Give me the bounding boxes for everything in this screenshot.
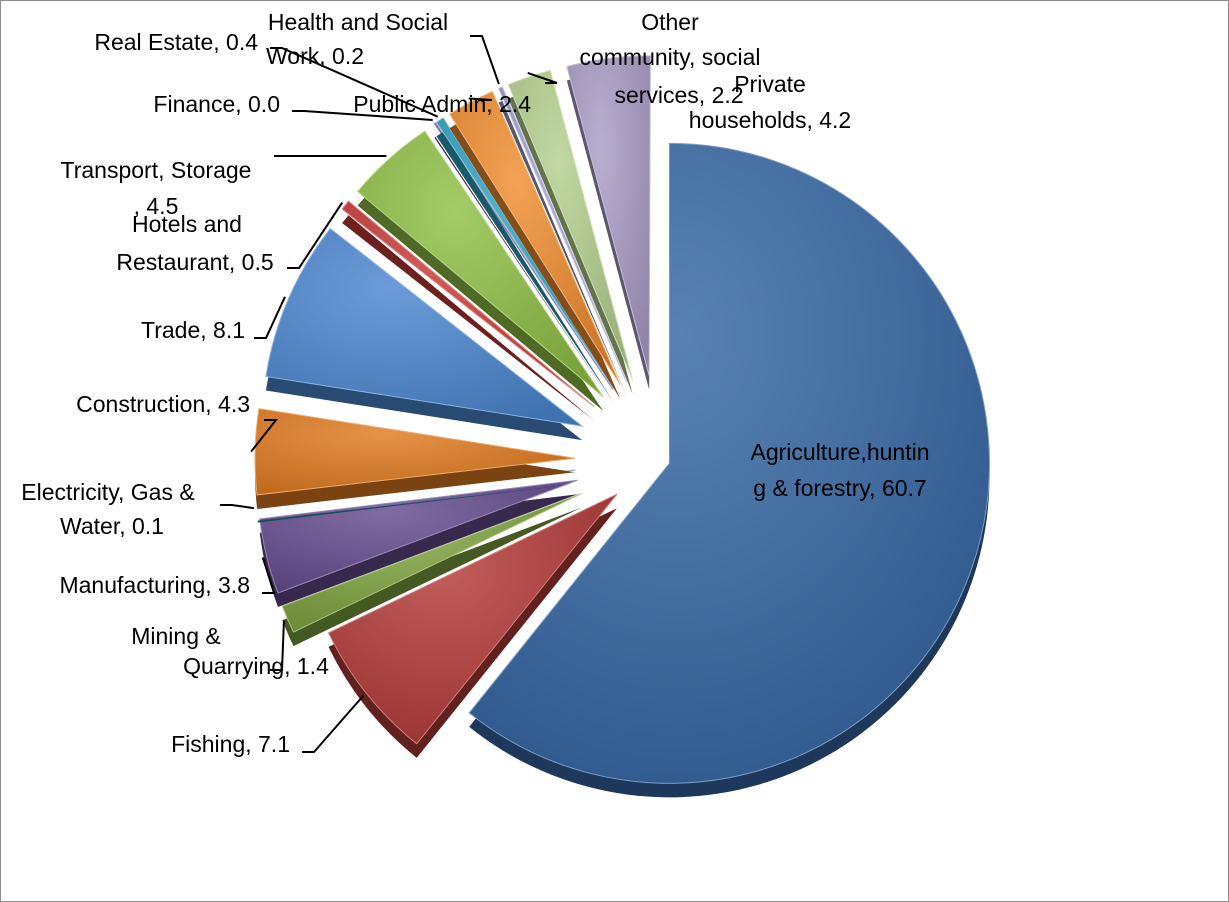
pie-slice [259,479,578,594]
leader-line [250,419,279,453]
pie-slice [435,117,615,389]
pie-slice [265,227,584,427]
pie-slice [468,142,990,784]
slice-label: Real Estate, 0.4 [94,29,258,55]
leader-line [254,296,286,339]
slice-label: g & forestry, 60.7 [753,475,926,501]
leader-line [261,557,276,594]
pie-slice [281,492,583,633]
slice-label: Hotels and [132,211,242,237]
leader-line [270,47,439,118]
slice-label: Health and Social [268,9,448,35]
slice-label: Manufacturing, 3.8 [59,572,250,598]
pie-slice [254,408,576,496]
slice-label: households, 4.2 [689,107,851,133]
pie-slice [566,55,651,376]
slice-label: Finance, 0.0 [153,91,280,117]
slice-label: Water, 0.1 [60,513,164,539]
slice-label: Construction, 4.3 [76,391,250,417]
slice-label: community, social [579,44,760,70]
slice-labels: Agriculture,huntin g & forestry, 60.7 Fish… [21,9,929,757]
pie-slice-side [259,494,578,608]
slice-label: Private [734,71,806,97]
leader-line [527,72,558,84]
pie-slice-side [436,131,614,403]
pie-slice-side [282,507,582,647]
leader-line [292,110,433,121]
pie-slices [254,55,990,798]
pie-slice-side [508,84,633,394]
pie-slice [497,86,627,383]
leader-line [468,97,493,101]
slice-label: Other [641,9,699,35]
slice-label: , 4.5 [134,193,179,219]
pie-slice [341,200,595,407]
leader-line [220,504,254,510]
slice-label: Work, 0.2 [266,43,364,69]
slice-label: Public Admin, 2.4 [353,91,531,117]
leader-lines [220,35,558,753]
pie-slice [449,90,621,386]
pie-slice [356,130,604,398]
leader-line [302,695,365,753]
slice-label: services, 2.2 [614,82,743,108]
slice-label: Restaurant, 0.5 [116,249,273,275]
pie-slice-side [498,100,627,396]
pie-slice [507,69,633,380]
pie-slice-side [434,136,613,404]
pie-slice-side [342,215,594,421]
slice-label: Trade, 8.1 [141,317,245,343]
leader-line [287,202,344,269]
slice-label: Fishing, 7.1 [171,731,290,757]
slice-label: Transport, Storage [61,157,252,183]
slice-label: Quarrying, 1.4 [183,653,329,679]
leader-line [470,35,500,85]
leader-line [270,620,285,671]
slice-label: Agriculture,huntin [751,439,930,465]
pie-slice [327,493,618,745]
pie-slice-side [257,484,576,523]
slice-label: Electricity, Gas & [21,479,194,505]
slice-label: Mining & [131,623,220,649]
